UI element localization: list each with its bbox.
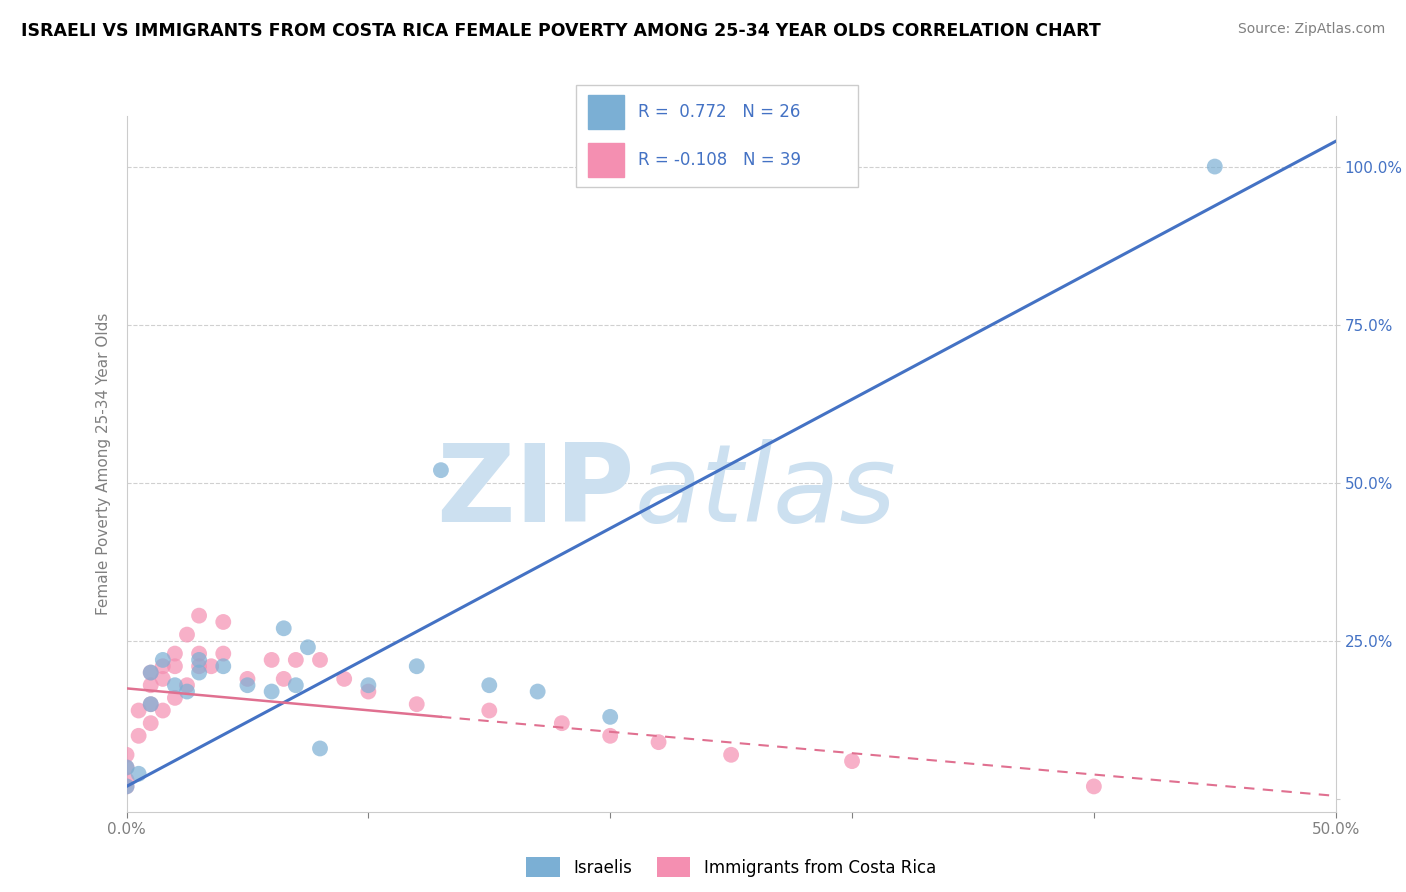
Point — [139, 665, 162, 680]
Point — [128, 704, 150, 718]
Point — [152, 672, 174, 686]
Point — [212, 615, 235, 629]
Point — [188, 653, 211, 667]
Point — [284, 678, 307, 692]
Point — [128, 766, 150, 780]
Point — [115, 760, 138, 774]
Point — [188, 608, 211, 623]
Point — [357, 684, 380, 698]
Point — [163, 647, 186, 661]
Point — [115, 780, 138, 794]
Point — [357, 678, 380, 692]
Point — [309, 741, 332, 756]
Bar — [588, 95, 624, 128]
Point — [188, 647, 211, 661]
Point — [1083, 780, 1105, 794]
Point — [405, 659, 427, 673]
Point — [236, 678, 259, 692]
Point — [163, 690, 186, 705]
Point — [128, 729, 150, 743]
Point — [176, 684, 198, 698]
Text: ZIP: ZIP — [436, 439, 634, 545]
Point — [647, 735, 669, 749]
Point — [841, 754, 863, 768]
Point — [212, 647, 235, 661]
Text: ISRAELI VS IMMIGRANTS FROM COSTA RICA FEMALE POVERTY AMONG 25-34 YEAR OLDS CORRE: ISRAELI VS IMMIGRANTS FROM COSTA RICA FE… — [21, 22, 1101, 40]
Point — [478, 704, 501, 718]
Point — [115, 760, 138, 774]
Point — [599, 710, 621, 724]
Point — [720, 747, 742, 762]
Point — [405, 697, 427, 711]
Point — [152, 653, 174, 667]
Point — [163, 678, 186, 692]
Point — [176, 627, 198, 641]
Point — [139, 665, 162, 680]
Point — [236, 672, 259, 686]
Point — [478, 678, 501, 692]
Text: Source: ZipAtlas.com: Source: ZipAtlas.com — [1237, 22, 1385, 37]
Point — [115, 780, 138, 794]
Point — [200, 659, 222, 673]
Point — [273, 621, 295, 635]
FancyBboxPatch shape — [576, 85, 858, 187]
Point — [139, 716, 162, 731]
Point — [188, 659, 211, 673]
Point — [333, 672, 356, 686]
Point — [551, 716, 574, 731]
Point — [152, 704, 174, 718]
Point — [176, 678, 198, 692]
Text: R =  0.772   N = 26: R = 0.772 N = 26 — [638, 103, 800, 121]
Point — [115, 747, 138, 762]
Point — [1204, 160, 1226, 174]
Text: R = -0.108   N = 39: R = -0.108 N = 39 — [638, 151, 801, 169]
Point — [188, 665, 211, 680]
Text: atlas: atlas — [634, 439, 896, 544]
Y-axis label: Female Poverty Among 25-34 Year Olds: Female Poverty Among 25-34 Year Olds — [96, 313, 111, 615]
Point — [309, 653, 332, 667]
Point — [139, 697, 162, 711]
Legend: Israelis, Immigrants from Costa Rica: Israelis, Immigrants from Costa Rica — [520, 851, 942, 883]
Point — [599, 729, 621, 743]
Point — [526, 684, 548, 698]
Point — [115, 773, 138, 788]
Point — [212, 659, 235, 673]
Point — [430, 463, 453, 477]
Point — [273, 672, 295, 686]
Point — [152, 659, 174, 673]
Point — [297, 640, 319, 655]
Point — [284, 653, 307, 667]
Point — [139, 678, 162, 692]
Bar — [588, 144, 624, 177]
Point — [163, 659, 186, 673]
Point — [260, 684, 283, 698]
Point — [260, 653, 283, 667]
Point — [139, 697, 162, 711]
